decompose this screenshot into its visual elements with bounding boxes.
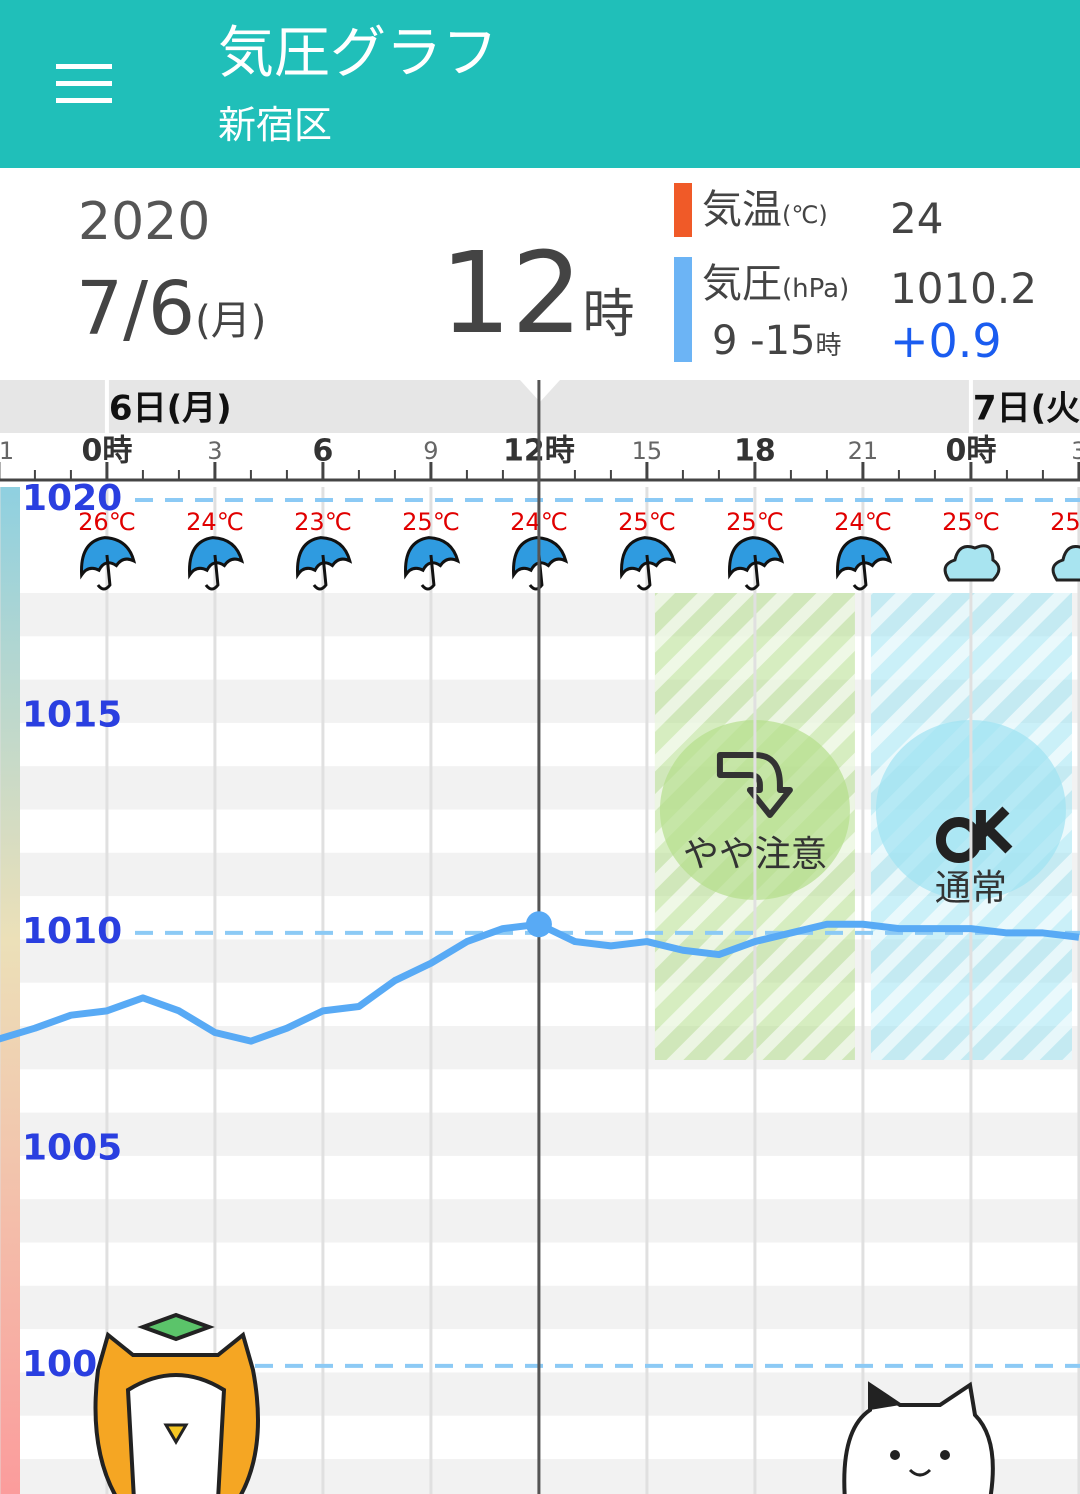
- temp-bar: [674, 183, 692, 237]
- x-tick-label: 15: [632, 437, 663, 465]
- menu-button[interactable]: [52, 60, 116, 108]
- temp-unit: (℃): [782, 201, 828, 229]
- rain-icon: [620, 536, 677, 580]
- rain-icon: [512, 536, 569, 580]
- temperature: 24℃: [834, 508, 892, 536]
- weekday: (月): [195, 298, 267, 344]
- current-point: [525, 911, 552, 938]
- pressure-value: 1010.2: [890, 264, 1037, 313]
- date: 7/6(月): [76, 272, 266, 346]
- rain-handle: [852, 554, 868, 591]
- hour-unit: 時: [582, 285, 635, 345]
- change: +0.9: [890, 314, 1002, 368]
- temp-value: 24: [890, 194, 944, 243]
- rain-handle: [744, 554, 760, 591]
- ok-icon: [975, 806, 1013, 854]
- rain-icon: [296, 536, 353, 580]
- hour: 12時: [440, 238, 635, 350]
- cloud-icon: [943, 544, 1001, 582]
- plot-layer: やや注意通常210時36912時1518210時36日(月)7日(火)10001…: [0, 380, 1080, 1494]
- app-title: 気圧グラフ: [218, 21, 498, 86]
- range-unit: 時: [815, 331, 842, 361]
- rain-icon: [80, 536, 137, 580]
- temperature: 25℃: [942, 508, 1000, 536]
- temperature: 25℃: [618, 508, 676, 536]
- temperature: 25℃: [726, 508, 784, 536]
- rain-handle: [420, 554, 436, 591]
- y-tick-label: 1010: [22, 911, 122, 952]
- temperature: 25℃: [1050, 508, 1080, 536]
- temperature: 24℃: [186, 508, 244, 536]
- cloud-icon: [1051, 545, 1080, 582]
- range-end: -15: [750, 318, 816, 364]
- rain-handle: [204, 554, 220, 591]
- rain-handle: [312, 554, 328, 591]
- menu-line: [56, 98, 112, 103]
- menu-line: [56, 64, 112, 69]
- pressure-label: 気圧(hPa): [702, 264, 849, 304]
- rain-icon: [404, 536, 461, 580]
- owl-character: [93, 1312, 260, 1494]
- pressure-label-text: 気圧: [702, 261, 782, 307]
- rain-icon: [836, 536, 893, 580]
- x-tick-label: 3: [1071, 437, 1080, 465]
- side-gradient: [0, 487, 20, 1494]
- pressure-unit: (hPa): [782, 274, 850, 304]
- y-tick-label: 1020: [22, 478, 122, 519]
- x-tick-label: 18: [734, 434, 776, 469]
- rain-handle: [528, 554, 544, 591]
- x-tick-label: 0時: [945, 434, 996, 469]
- y-tick-label: 1015: [22, 694, 122, 735]
- temperature: 25℃: [402, 508, 460, 536]
- day-label: 6日(月): [109, 389, 232, 429]
- hour-number: 12: [440, 229, 583, 359]
- y-tick-label: 1005: [22, 1127, 122, 1168]
- range: 9 -15時: [712, 321, 842, 361]
- summary-panel: 2020 7/6(月) 12時 気温(℃) 24 気圧(hPa) 1010.2 …: [0, 168, 1080, 380]
- temperature: 23℃: [294, 508, 352, 536]
- temp-label: 気温(℃): [702, 190, 828, 230]
- temp-label-text: 気温: [702, 187, 782, 233]
- date-text: 7/6: [76, 266, 196, 352]
- day-label: 7日(火): [973, 389, 1080, 429]
- x-tick-label: 3: [207, 437, 222, 465]
- x-tick-label: 0時: [81, 434, 132, 469]
- rain-handle: [96, 554, 112, 591]
- cat-character: [842, 1381, 995, 1494]
- pressure-chart: やや注意通常210時36912時1518210時36日(月)7日(火)10001…: [0, 380, 1080, 1494]
- year: 2020: [78, 192, 211, 252]
- x-tick-label: 21: [848, 437, 879, 465]
- x-tick-label: 6: [312, 434, 333, 469]
- x-tick-label: 21: [0, 437, 14, 465]
- temperature: 26℃: [78, 508, 136, 536]
- location[interactable]: 新宿区: [218, 103, 333, 147]
- app-bar: 気圧グラフ 新宿区: [0, 0, 1080, 168]
- x-tick-label: 9: [423, 437, 438, 465]
- rain-handle: [636, 554, 652, 591]
- range-start: 9: [712, 318, 738, 364]
- menu-line: [56, 81, 112, 86]
- rain-icon: [188, 536, 245, 580]
- rain-icon: [728, 536, 785, 580]
- pressure-bar: [674, 257, 692, 362]
